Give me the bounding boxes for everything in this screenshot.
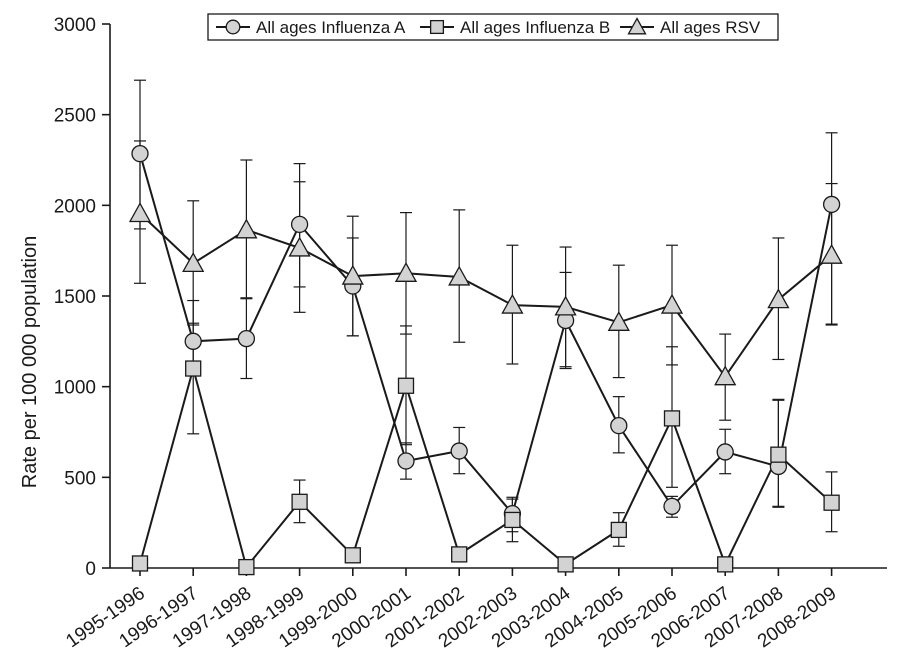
legend-label: All ages Influenza B — [460, 18, 610, 37]
data-point-triangle — [448, 265, 471, 286]
series-lines — [139, 153, 833, 570]
data-point-triangle — [341, 264, 364, 285]
data-point-triangle — [607, 310, 630, 331]
series-line — [139, 364, 833, 570]
data-point-square — [823, 494, 840, 511]
y-tick-label: 1000 — [54, 378, 96, 399]
data-point-triangle — [714, 365, 737, 386]
legend-label: All ages RSV — [660, 18, 761, 37]
data-point-triangle — [288, 236, 311, 257]
data-point-triangle — [128, 202, 152, 223]
data-point-circle — [237, 329, 256, 348]
data-point-square — [663, 410, 681, 427]
data-point-square — [770, 446, 787, 463]
data-point-triangle — [820, 243, 843, 264]
data-point-triangle — [660, 293, 684, 314]
legend-marker-square — [429, 19, 445, 35]
data-point-square — [131, 555, 149, 572]
y-tick-label: 3000 — [54, 15, 96, 36]
data-point-circle — [397, 452, 415, 470]
data-point-circle — [131, 145, 149, 163]
y-axis-title: Rate per 100 000 population — [19, 236, 41, 488]
data-point-triangle — [554, 295, 577, 316]
data-point-square — [557, 556, 574, 573]
error-bars — [134, 79, 838, 547]
legend-marker-triangle — [627, 17, 647, 35]
data-point-triangle — [235, 218, 258, 239]
data-point-triangle — [767, 288, 790, 309]
y-tick-label: 1500 — [54, 287, 96, 308]
data-point-square — [504, 511, 521, 529]
series-line — [139, 153, 833, 516]
data-point-square — [397, 377, 415, 394]
data-point-triangle — [182, 252, 205, 273]
legend-marker-circle — [225, 19, 241, 35]
legend-box — [207, 13, 779, 41]
data-point-circle — [450, 442, 468, 460]
data-point-square — [291, 493, 308, 510]
y-tick-label: 500 — [64, 468, 96, 489]
legend: All ages Influenza A All ages Influenza B… — [207, 13, 779, 41]
data-point-square — [344, 547, 361, 564]
data-point-circle — [610, 417, 628, 435]
data-point-square — [610, 521, 627, 539]
series-markers — [128, 145, 843, 576]
data-point-circle — [290, 215, 309, 234]
data-point-square — [451, 546, 468, 563]
data-point-circle — [822, 195, 841, 214]
data-point-square — [185, 360, 202, 377]
data-point-square — [238, 558, 255, 576]
data-point-circle — [663, 497, 681, 515]
series-line — [139, 212, 833, 379]
data-point-triangle — [501, 293, 524, 314]
data-point-triangle — [394, 261, 418, 282]
y-tick-label: 2000 — [54, 196, 96, 217]
legend-label: All ages Influenza A — [256, 18, 406, 37]
y-tick-label: 0 — [85, 559, 96, 580]
data-point-square — [717, 556, 734, 573]
data-point-circle — [184, 332, 202, 350]
data-point-circle — [716, 443, 734, 461]
y-tick-label: 2500 — [54, 106, 96, 127]
